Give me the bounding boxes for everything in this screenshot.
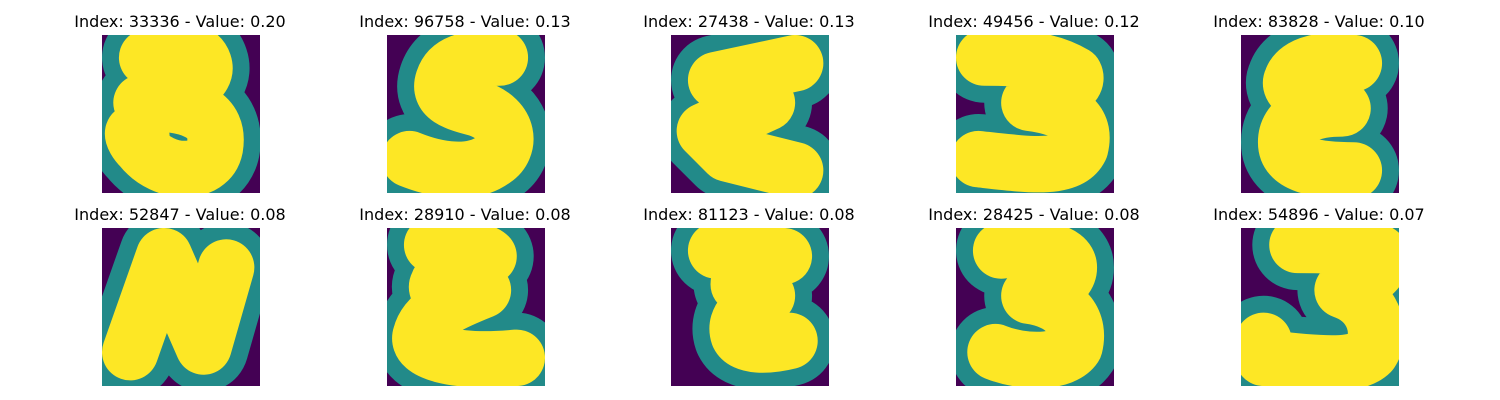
sample-image — [956, 35, 1114, 193]
sample-image — [387, 228, 545, 386]
panel-title: Index: 49456 - Value: 0.12 — [924, 14, 1144, 30]
handwritten-glyph — [102, 35, 260, 193]
panel-title: Index: 28425 - Value: 0.08 — [924, 207, 1144, 223]
sample-image — [1241, 35, 1399, 193]
panel-title: Index: 52847 - Value: 0.08 — [70, 207, 290, 223]
sample-image — [387, 35, 545, 193]
sample-image — [671, 35, 829, 193]
handwritten-glyph — [671, 228, 829, 386]
sample-image — [102, 35, 260, 193]
handwritten-glyph — [956, 228, 1114, 386]
panel-title: Index: 33336 - Value: 0.20 — [70, 14, 290, 30]
handwritten-glyph — [387, 35, 545, 193]
panel-title: Index: 96758 - Value: 0.13 — [355, 14, 575, 30]
handwritten-glyph — [102, 228, 260, 386]
handwritten-glyph — [1241, 228, 1399, 386]
handwritten-glyph — [671, 35, 829, 193]
handwritten-glyph — [1241, 35, 1399, 193]
panel-title: Index: 83828 - Value: 0.10 — [1209, 14, 1429, 30]
sample-image — [102, 228, 260, 386]
panel-title: Index: 28910 - Value: 0.08 — [355, 207, 575, 223]
sample-image — [956, 228, 1114, 386]
handwritten-glyph — [956, 35, 1114, 193]
sample-image — [671, 228, 829, 386]
handwritten-glyph — [387, 228, 545, 386]
sample-image — [1241, 228, 1399, 386]
panel-title: Index: 54896 - Value: 0.07 — [1209, 207, 1429, 223]
panel-title: Index: 27438 - Value: 0.13 — [639, 14, 859, 30]
panel-title: Index: 81123 - Value: 0.08 — [639, 207, 859, 223]
